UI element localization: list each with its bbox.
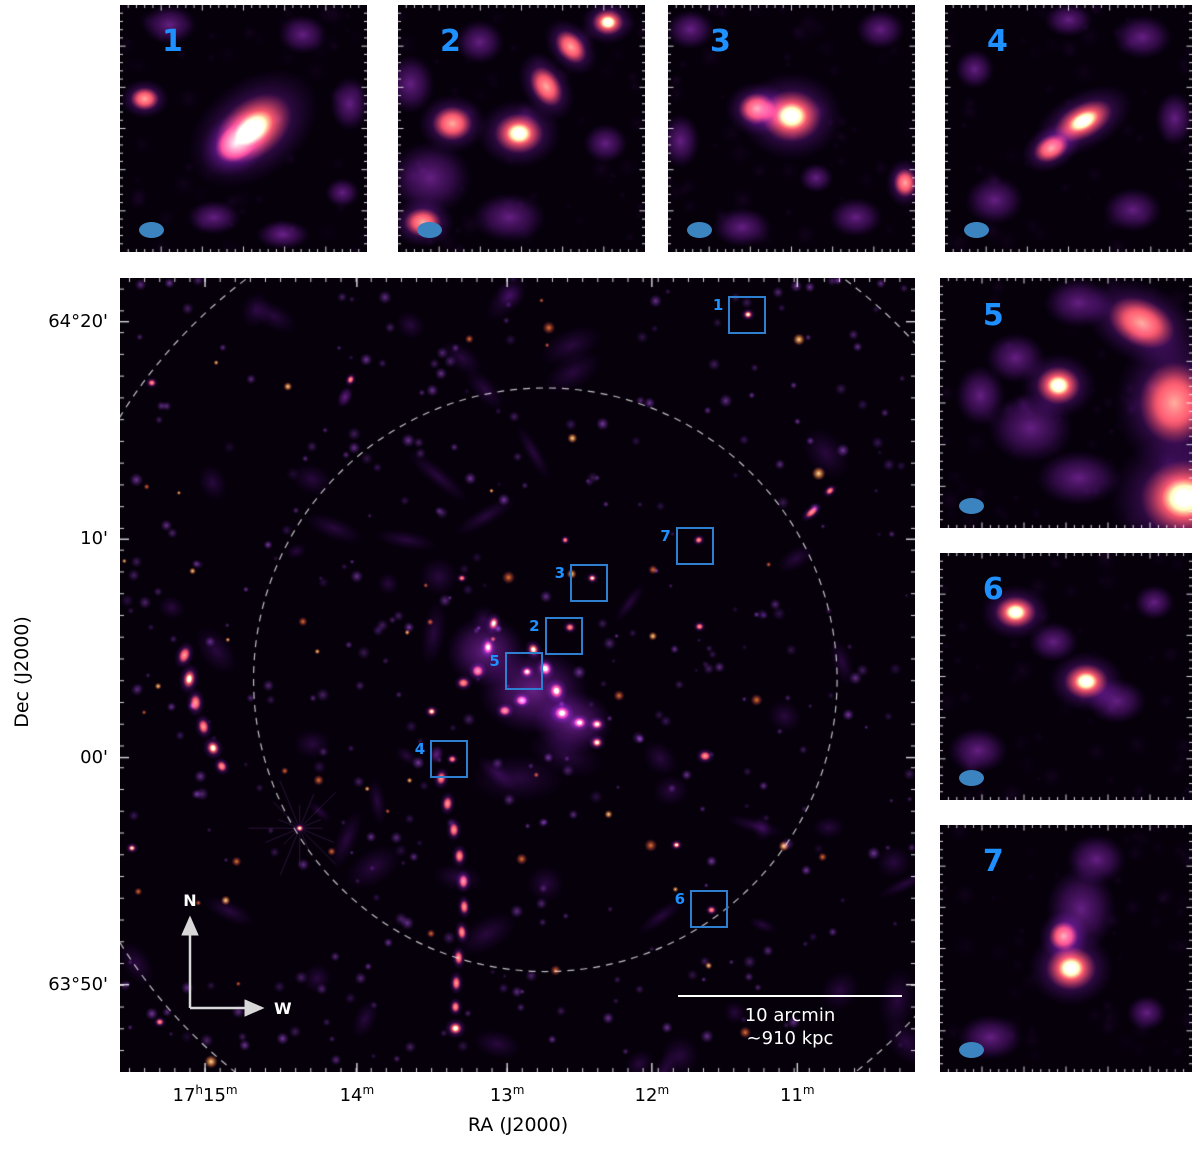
- source-marker-label-4: 4: [414, 740, 426, 759]
- cutout-number-label-4: 4: [986, 24, 1008, 60]
- x-tick-labels: 17h15m 14m 13m 12m 11m: [120, 1074, 915, 1108]
- cutout-number-label-2: 2: [439, 24, 461, 60]
- scale-bar-arcmin-label: 10 arcmin: [744, 1005, 836, 1026]
- cutout-number-label-6: 6: [982, 572, 1004, 608]
- beam-ellipse-icon: [687, 222, 712, 238]
- compass-west-label: W: [274, 999, 292, 1018]
- x-axis-title: RA (J2000): [467, 1114, 569, 1136]
- cutout-panel-3: 3: [668, 5, 915, 252]
- source-marker-box-7: [675, 526, 714, 565]
- source-marker-layer: 1 7 3 2 5 4 6: [120, 278, 915, 1072]
- source-marker-box-1: [728, 296, 767, 335]
- cutout-panel-1: 1: [120, 5, 367, 252]
- cutout-panel-5: 5: [940, 278, 1192, 528]
- x-tick-label: 11m: [780, 1083, 815, 1106]
- cutout-image-2: [398, 5, 645, 252]
- scale-bar: 10 arcmin ~910 kpc: [678, 995, 902, 1051]
- source-marker-label-2: 2: [529, 617, 540, 636]
- source-marker-box-3: [570, 563, 609, 602]
- scale-bar-line: [678, 995, 902, 997]
- cutout-image-1: [120, 5, 367, 252]
- source-marker-label-3: 3: [554, 563, 566, 582]
- y-tick-label: 00': [80, 746, 108, 768]
- scale-bar-kpc-label: ~910 kpc: [746, 1028, 834, 1050]
- x-tick-label: 17h15m: [172, 1083, 238, 1106]
- cutout-number-label-1: 1: [161, 24, 183, 60]
- cutout-panel-4: 4: [945, 5, 1192, 252]
- compass: N W: [181, 891, 292, 1018]
- cutout-image-3: [668, 5, 915, 252]
- main-sky-map-panel: 1 7 3 2 5 4 6 N W 10 arcmin ~910 kpc: [120, 278, 915, 1072]
- beam-ellipse-icon: [959, 498, 984, 514]
- cutout-panel-2: 2: [398, 5, 645, 252]
- x-tick-label: 14m: [339, 1083, 375, 1106]
- x-tick-label: 13m: [489, 1083, 525, 1106]
- cutout-image-4: [945, 5, 1192, 252]
- y-tick-labels: 64°20' 10' 00' 63°50': [0, 278, 114, 1072]
- source-marker-label-6: 6: [674, 890, 686, 909]
- source-marker-box-2: [544, 617, 583, 656]
- x-tick-label: 12m: [634, 1083, 670, 1106]
- cutout-panel-7: 7: [940, 825, 1192, 1072]
- cutout-number-label-3: 3: [709, 24, 731, 60]
- cutout-panel-6: 6: [940, 553, 1192, 800]
- cutout-image-5: [940, 278, 1192, 528]
- beam-ellipse-icon: [959, 770, 984, 786]
- source-marker-box-6: [690, 890, 729, 929]
- cutout-number-label-5: 5: [982, 297, 1004, 333]
- compass-north-label: N: [183, 891, 196, 910]
- source-marker-label-5: 5: [489, 652, 500, 671]
- beam-ellipse-icon: [964, 222, 989, 238]
- source-marker-label-1: 1: [712, 296, 724, 315]
- cutout-image-7: [940, 825, 1192, 1072]
- cutout-image-6: [940, 553, 1192, 800]
- beam-ellipse-icon: [417, 222, 442, 238]
- y-tick-label: 63°50': [48, 973, 108, 995]
- cutout-number-label-7: 7: [982, 844, 1004, 880]
- source-marker-box-4: [430, 740, 469, 779]
- beam-ellipse-icon: [959, 1042, 984, 1058]
- source-marker-label-7: 7: [660, 526, 671, 545]
- source-marker-box-5: [504, 652, 543, 691]
- y-tick-label: 64°20': [48, 310, 108, 332]
- beam-ellipse-icon: [139, 222, 164, 238]
- sky-map-image: [120, 278, 915, 1072]
- y-tick-label: 10': [80, 528, 108, 550]
